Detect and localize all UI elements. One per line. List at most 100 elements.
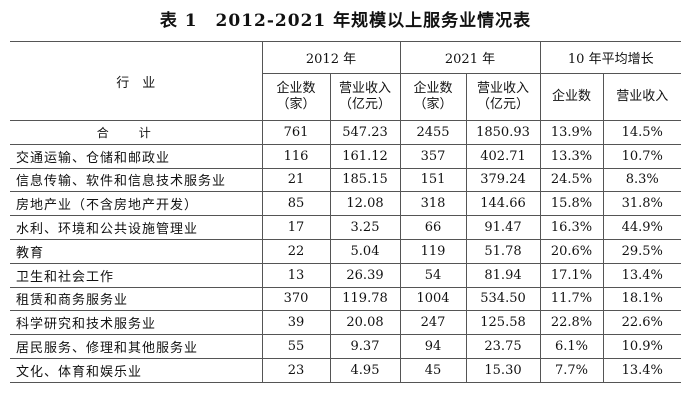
value-cell: 23.75 bbox=[465, 334, 541, 359]
value-cell: 22 bbox=[261, 238, 331, 264]
industry-cell: 卫生和社会工作 bbox=[10, 262, 263, 288]
industry-cell: 文化、体育和娱乐业 bbox=[10, 357, 263, 383]
value-cell: 81.94 bbox=[465, 262, 541, 288]
value-cell: 31.8% bbox=[602, 191, 681, 217]
data-table: 行 业 2012 年 2021 年 10 年平均增长 企业数 （家） 营业收入 （… bbox=[10, 41, 681, 383]
value-cell: 22.6% bbox=[602, 310, 681, 336]
value-cell: 39 bbox=[261, 310, 331, 336]
header-sub: 营业收入 （亿元） bbox=[465, 73, 541, 121]
value-cell: 17 bbox=[261, 215, 331, 240]
table-row: 水利、环境和公共设施管理业 17 3.25 66 91.47 16.3% 44.9% bbox=[10, 215, 681, 240]
value-cell: 24.5% bbox=[539, 167, 604, 193]
value-cell: 13.4% bbox=[602, 262, 681, 288]
industry-cell: 居民服务、修理和其他服务业 bbox=[10, 334, 263, 359]
industry-cell: 交通运输、仓储和邮政业 bbox=[10, 143, 263, 169]
header-sub: 营业收入 （亿元） bbox=[329, 73, 401, 121]
value-cell: 357 bbox=[399, 143, 467, 169]
value-cell: 20.08 bbox=[329, 310, 401, 336]
value-cell: 85 bbox=[261, 191, 331, 217]
value-cell: 22.8% bbox=[539, 310, 604, 336]
value-cell: 54 bbox=[399, 262, 467, 288]
value-cell: 13 bbox=[261, 262, 331, 288]
industry-cell: 房地产业（不含房地产开发） bbox=[10, 191, 263, 217]
value-cell: 144.66 bbox=[465, 191, 541, 217]
table-row: 科学研究和技术服务业 39 20.08 247 125.58 22.8% 22.6% bbox=[10, 310, 681, 336]
value-cell: 3.25 bbox=[329, 215, 401, 240]
value-cell: 44.9% bbox=[602, 215, 681, 240]
value-cell: 761 bbox=[261, 120, 331, 145]
value-cell: 547.23 bbox=[329, 120, 401, 145]
table-row: 租赁和商务服务业 370 119.78 1004 534.50 11.7% 18.1% bbox=[10, 286, 681, 312]
industry-cell: 信息传输、软件和信息技术服务业 bbox=[10, 167, 263, 193]
value-cell: 12.08 bbox=[329, 191, 401, 217]
value-cell: 116 bbox=[261, 143, 331, 169]
table-row: 卫生和社会工作 13 26.39 54 81.94 17.1% 13.4% bbox=[10, 262, 681, 288]
value-cell: 21 bbox=[261, 167, 331, 193]
value-cell: 11.7% bbox=[539, 286, 604, 312]
value-cell: 125.58 bbox=[465, 310, 541, 336]
value-cell: 55 bbox=[261, 334, 331, 359]
value-cell: 1850.93 bbox=[465, 120, 541, 145]
industry-cell: 合计 bbox=[10, 120, 263, 145]
value-cell: 23 bbox=[261, 357, 331, 383]
value-cell: 5.04 bbox=[329, 238, 401, 264]
value-cell: 18.1% bbox=[602, 286, 681, 312]
header-group: 2021 年 bbox=[399, 41, 541, 74]
value-cell: 17.1% bbox=[539, 262, 604, 288]
industry-cell: 教育 bbox=[10, 238, 263, 264]
value-cell: 161.12 bbox=[329, 143, 401, 169]
header-sub: 企业数 bbox=[539, 73, 604, 121]
value-cell: 7.7% bbox=[539, 357, 604, 383]
table-row: 文化、体育和娱乐业 23 4.95 45 15.30 7.7% 13.4% bbox=[10, 357, 681, 383]
value-cell: 6.1% bbox=[539, 334, 604, 359]
value-cell: 1004 bbox=[399, 286, 467, 312]
industry-cell: 科学研究和技术服务业 bbox=[10, 310, 263, 336]
value-cell: 45 bbox=[399, 357, 467, 383]
value-cell: 91.47 bbox=[465, 215, 541, 240]
header-sub: 企业数 （家） bbox=[262, 73, 331, 121]
value-cell: 16.3% bbox=[539, 215, 604, 240]
value-cell: 379.24 bbox=[465, 167, 541, 193]
table-row: 信息传输、软件和信息技术服务业 21 185.15 151 379.24 24.5% 8.3… bbox=[10, 167, 681, 193]
value-cell: 2455 bbox=[399, 120, 467, 145]
value-cell: 185.15 bbox=[329, 167, 401, 193]
value-cell: 15.8% bbox=[539, 191, 604, 217]
value-cell: 119.78 bbox=[329, 286, 401, 312]
value-cell: 119 bbox=[399, 238, 467, 264]
value-cell: 14.5% bbox=[602, 120, 681, 145]
header-group: 2012 年 bbox=[261, 41, 401, 74]
value-cell: 370 bbox=[261, 286, 331, 312]
header-sub: 营业收入 bbox=[602, 73, 681, 121]
industry-cell: 水利、环境和公共设施管理业 bbox=[10, 215, 263, 240]
table-row: 居民服务、修理和其他服务业 55 9.37 94 23.75 6.1% 10.9% bbox=[10, 334, 681, 359]
table-title: 表 1 2012-2021 年规模以上服务业情况表 bbox=[159, 11, 532, 31]
table-row: 房地产业（不含房地产开发） 85 12.08 318 144.66 15.8% 31.8% bbox=[10, 191, 681, 217]
value-cell: 8.3% bbox=[602, 167, 681, 193]
value-cell: 534.50 bbox=[465, 286, 541, 312]
value-cell: 13.3% bbox=[539, 143, 604, 169]
value-cell: 51.78 bbox=[465, 238, 541, 264]
table-row: 教育 22 5.04 119 51.78 20.6% 29.5% bbox=[10, 238, 681, 264]
value-cell: 29.5% bbox=[602, 238, 681, 264]
value-cell: 4.95 bbox=[329, 357, 401, 383]
header-sub: 企业数 （家） bbox=[399, 73, 467, 121]
value-cell: 9.37 bbox=[329, 334, 401, 359]
industry-cell: 租赁和商务服务业 bbox=[10, 286, 263, 312]
value-cell: 318 bbox=[399, 191, 467, 217]
header-group: 10 年平均增长 bbox=[539, 41, 681, 74]
value-cell: 66 bbox=[399, 215, 467, 240]
value-cell: 94 bbox=[399, 334, 467, 359]
value-cell: 10.9% bbox=[602, 334, 681, 359]
value-cell: 13.9% bbox=[539, 120, 604, 145]
value-cell: 15.30 bbox=[465, 357, 541, 383]
header-industry: 行 业 bbox=[10, 41, 263, 121]
value-cell: 402.71 bbox=[465, 143, 541, 169]
value-cell: 247 bbox=[399, 310, 467, 336]
table-row: 交通运输、仓储和邮政业 116 161.12 357 402.71 13.3% 10.7% bbox=[10, 143, 681, 169]
value-cell: 10.7% bbox=[602, 143, 681, 169]
value-cell: 13.4% bbox=[602, 357, 681, 383]
value-cell: 151 bbox=[399, 167, 467, 193]
value-cell: 20.6% bbox=[539, 238, 604, 264]
table-row: 合计 761 547.23 2455 1850.93 13.9% 14.5% bbox=[10, 120, 681, 145]
